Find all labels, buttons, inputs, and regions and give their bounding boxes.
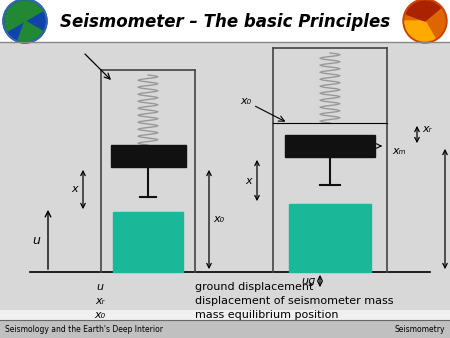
Text: Seismometer – The basic Principles: Seismometer – The basic Principles bbox=[60, 13, 390, 31]
Circle shape bbox=[3, 0, 47, 43]
Wedge shape bbox=[405, 21, 435, 41]
Text: x₀: x₀ bbox=[94, 310, 106, 320]
Text: Seismology and the Earth's Deep Interior: Seismology and the Earth's Deep Interior bbox=[5, 324, 163, 334]
Wedge shape bbox=[406, 1, 440, 21]
Text: Seismometry: Seismometry bbox=[395, 324, 445, 334]
Circle shape bbox=[405, 1, 445, 41]
Bar bbox=[289, 204, 371, 272]
Text: uɡ: uɡ bbox=[301, 276, 315, 286]
Bar bbox=[111, 145, 186, 167]
Text: ground displacement: ground displacement bbox=[195, 282, 313, 292]
Wedge shape bbox=[5, 1, 42, 31]
Text: x₀: x₀ bbox=[213, 215, 224, 224]
Circle shape bbox=[5, 1, 45, 41]
Text: u: u bbox=[96, 282, 104, 292]
Text: x: x bbox=[72, 185, 78, 194]
Bar bbox=[113, 212, 183, 272]
Text: xᵣ: xᵣ bbox=[422, 124, 432, 135]
Text: x: x bbox=[245, 175, 252, 186]
Bar bbox=[285, 135, 375, 157]
Text: xₘ: xₘ bbox=[392, 146, 405, 156]
Text: mass equilibrium position: mass equilibrium position bbox=[195, 310, 338, 320]
Bar bbox=[0, 0, 450, 42]
Bar bbox=[0, 42, 450, 310]
Circle shape bbox=[403, 0, 447, 43]
Text: u: u bbox=[32, 234, 40, 246]
Wedge shape bbox=[18, 21, 42, 41]
Text: displacement of seismometer mass: displacement of seismometer mass bbox=[195, 296, 393, 306]
Circle shape bbox=[3, 0, 47, 43]
Text: xᵣ: xᵣ bbox=[95, 296, 105, 306]
Text: x₀: x₀ bbox=[240, 96, 251, 106]
Bar bbox=[0, 320, 450, 338]
Bar bbox=[0, 0, 450, 42]
